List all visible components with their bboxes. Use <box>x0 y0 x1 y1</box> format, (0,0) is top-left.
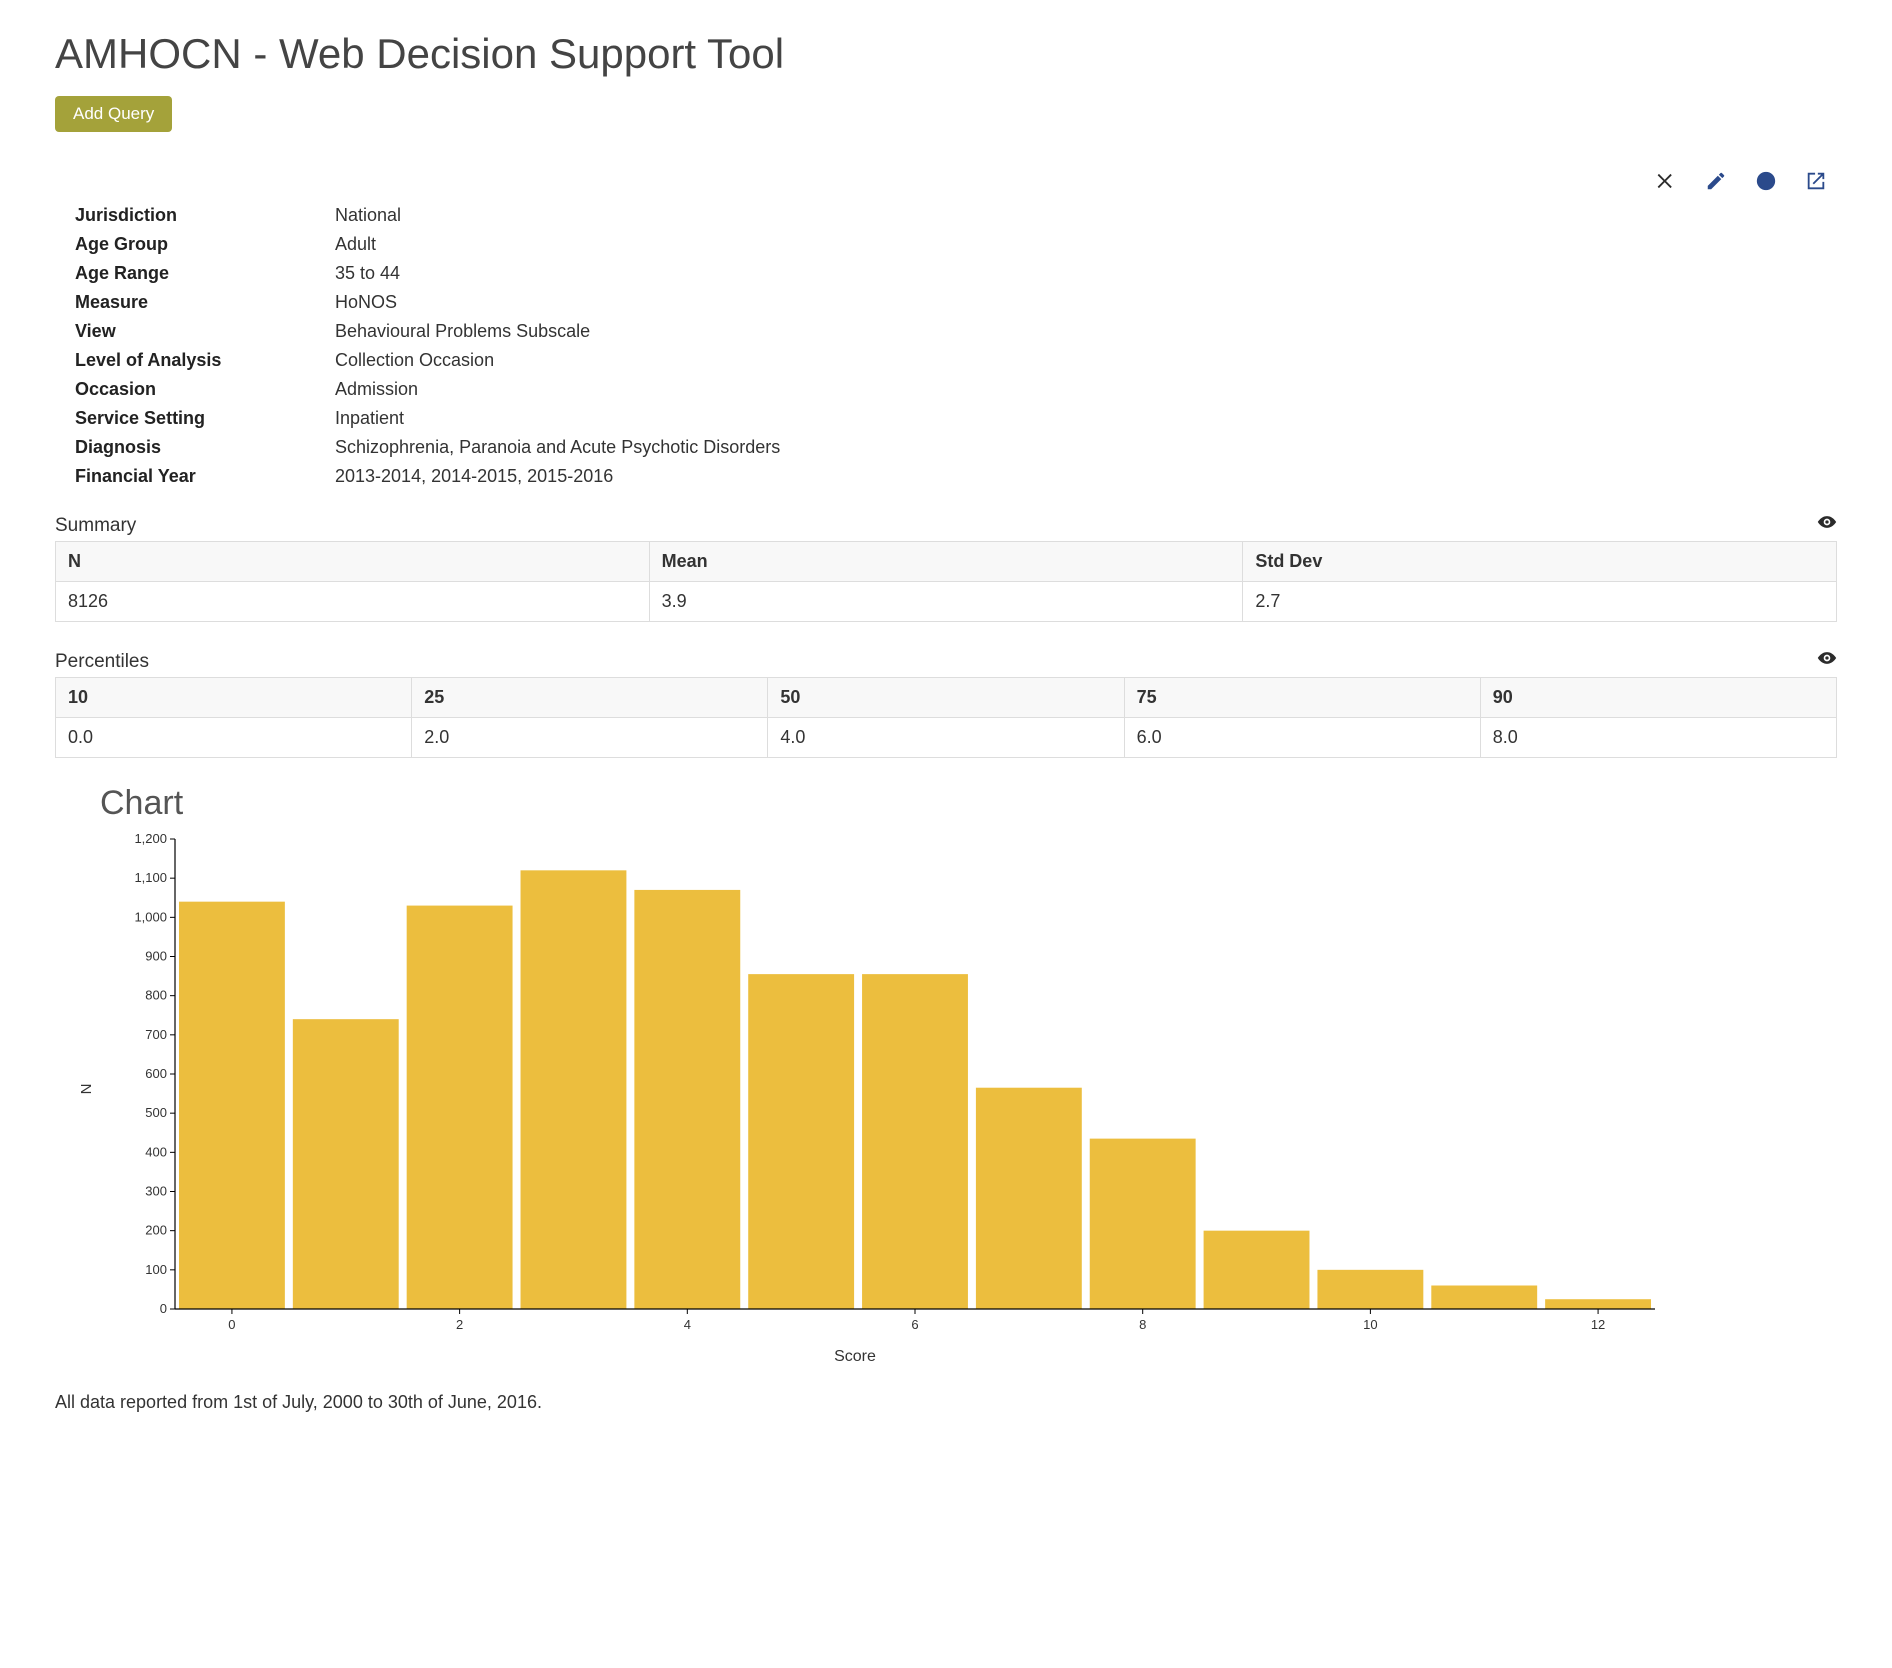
chart-bar <box>634 890 740 1309</box>
summary-table: NMeanStd Dev 81263.92.7 <box>55 541 1837 622</box>
chart-bar <box>521 870 627 1309</box>
chart-bar <box>748 974 854 1309</box>
meta-value: Schizophrenia, Paranoia and Acute Psycho… <box>335 434 1837 461</box>
table-cell: 2.0 <box>412 718 768 758</box>
meta-value: Adult <box>335 231 1837 258</box>
close-icon[interactable] <box>1655 170 1677 192</box>
svg-text:300: 300 <box>145 1184 167 1199</box>
query-metadata: JurisdictionNationalAge GroupAdultAge Ra… <box>75 202 1837 490</box>
toggle-visibility-icon[interactable] <box>1817 648 1837 673</box>
chart-bar <box>1204 1231 1310 1309</box>
table-header: 25 <box>412 678 768 718</box>
meta-label: Service Setting <box>75 405 335 432</box>
bar-chart: 01002003004005006007008009001,0001,1001,… <box>115 833 1665 1339</box>
meta-label: Level of Analysis <box>75 347 335 374</box>
chart-y-axis-label: N <box>78 1083 95 1094</box>
svg-text:6: 6 <box>911 1317 918 1332</box>
page-title: AMHOCN - Web Decision Support Tool <box>55 30 1837 78</box>
chart-bar <box>293 1019 399 1309</box>
svg-text:2: 2 <box>456 1317 463 1332</box>
table-cell: 2.7 <box>1243 582 1837 622</box>
meta-value: National <box>335 202 1837 229</box>
svg-text:0: 0 <box>160 1301 167 1316</box>
meta-value: HoNOS <box>335 289 1837 316</box>
download-icon[interactable] <box>1755 170 1777 192</box>
table-cell: 0.0 <box>56 718 412 758</box>
svg-text:900: 900 <box>145 949 167 964</box>
chart-bar <box>1545 1299 1651 1309</box>
chart-bar <box>976 1088 1082 1309</box>
table-cell: 8.0 <box>1480 718 1836 758</box>
add-query-button[interactable]: Add Query <box>55 96 172 132</box>
table-header: Mean <box>649 542 1243 582</box>
svg-text:400: 400 <box>145 1144 167 1159</box>
svg-text:12: 12 <box>1591 1317 1605 1332</box>
svg-text:1,200: 1,200 <box>134 833 167 846</box>
meta-label: Occasion <box>75 376 335 403</box>
svg-text:4: 4 <box>684 1317 691 1332</box>
meta-value: 35 to 44 <box>335 260 1837 287</box>
table-header: 75 <box>1124 678 1480 718</box>
svg-text:1,000: 1,000 <box>134 909 167 924</box>
chart-bar <box>1431 1286 1537 1310</box>
svg-text:10: 10 <box>1363 1317 1377 1332</box>
meta-value: 2013-2014, 2014-2015, 2015-2016 <box>335 463 1837 490</box>
svg-text:600: 600 <box>145 1066 167 1081</box>
meta-label: Age Group <box>75 231 335 258</box>
chart-x-axis-label: Score <box>115 1348 1595 1366</box>
meta-value: Admission <box>335 376 1837 403</box>
svg-text:200: 200 <box>145 1223 167 1238</box>
share-icon[interactable] <box>1805 170 1827 192</box>
percentiles-table: 1025507590 0.02.04.06.08.0 <box>55 677 1837 758</box>
table-header: N <box>56 542 650 582</box>
meta-label: Measure <box>75 289 335 316</box>
table-header: 90 <box>1480 678 1836 718</box>
meta-value: Behavioural Problems Subscale <box>335 318 1837 345</box>
table-cell: 6.0 <box>1124 718 1480 758</box>
panel-toolbar <box>55 170 1837 192</box>
svg-text:0: 0 <box>228 1317 235 1332</box>
table-cell: 3.9 <box>649 582 1243 622</box>
meta-label: Jurisdiction <box>75 202 335 229</box>
chart-title: Chart <box>100 784 1837 823</box>
table-header: 10 <box>56 678 412 718</box>
meta-label: View <box>75 318 335 345</box>
footer-note: All data reported from 1st of July, 2000… <box>55 1392 1837 1413</box>
svg-text:1,100: 1,100 <box>134 870 167 885</box>
summary-title: Summary <box>55 515 136 537</box>
chart-bar <box>862 974 968 1309</box>
chart-bar <box>407 906 513 1309</box>
chart-bar <box>1317 1270 1423 1309</box>
chart-bar <box>179 902 285 1309</box>
meta-value: Inpatient <box>335 405 1837 432</box>
table-cell: 4.0 <box>768 718 1124 758</box>
svg-text:8: 8 <box>1139 1317 1146 1332</box>
edit-icon[interactable] <box>1705 170 1727 192</box>
meta-label: Age Range <box>75 260 335 287</box>
svg-text:500: 500 <box>145 1105 167 1120</box>
svg-text:800: 800 <box>145 988 167 1003</box>
chart-container: N 01002003004005006007008009001,0001,100… <box>115 833 1837 1344</box>
table-header: 50 <box>768 678 1124 718</box>
svg-text:700: 700 <box>145 1027 167 1042</box>
svg-text:100: 100 <box>145 1262 167 1277</box>
chart-bar <box>1090 1139 1196 1309</box>
table-header: Std Dev <box>1243 542 1837 582</box>
meta-label: Financial Year <box>75 463 335 490</box>
percentiles-title: Percentiles <box>55 651 149 673</box>
toggle-visibility-icon[interactable] <box>1817 512 1837 537</box>
meta-value: Collection Occasion <box>335 347 1837 374</box>
table-cell: 8126 <box>56 582 650 622</box>
meta-label: Diagnosis <box>75 434 335 461</box>
